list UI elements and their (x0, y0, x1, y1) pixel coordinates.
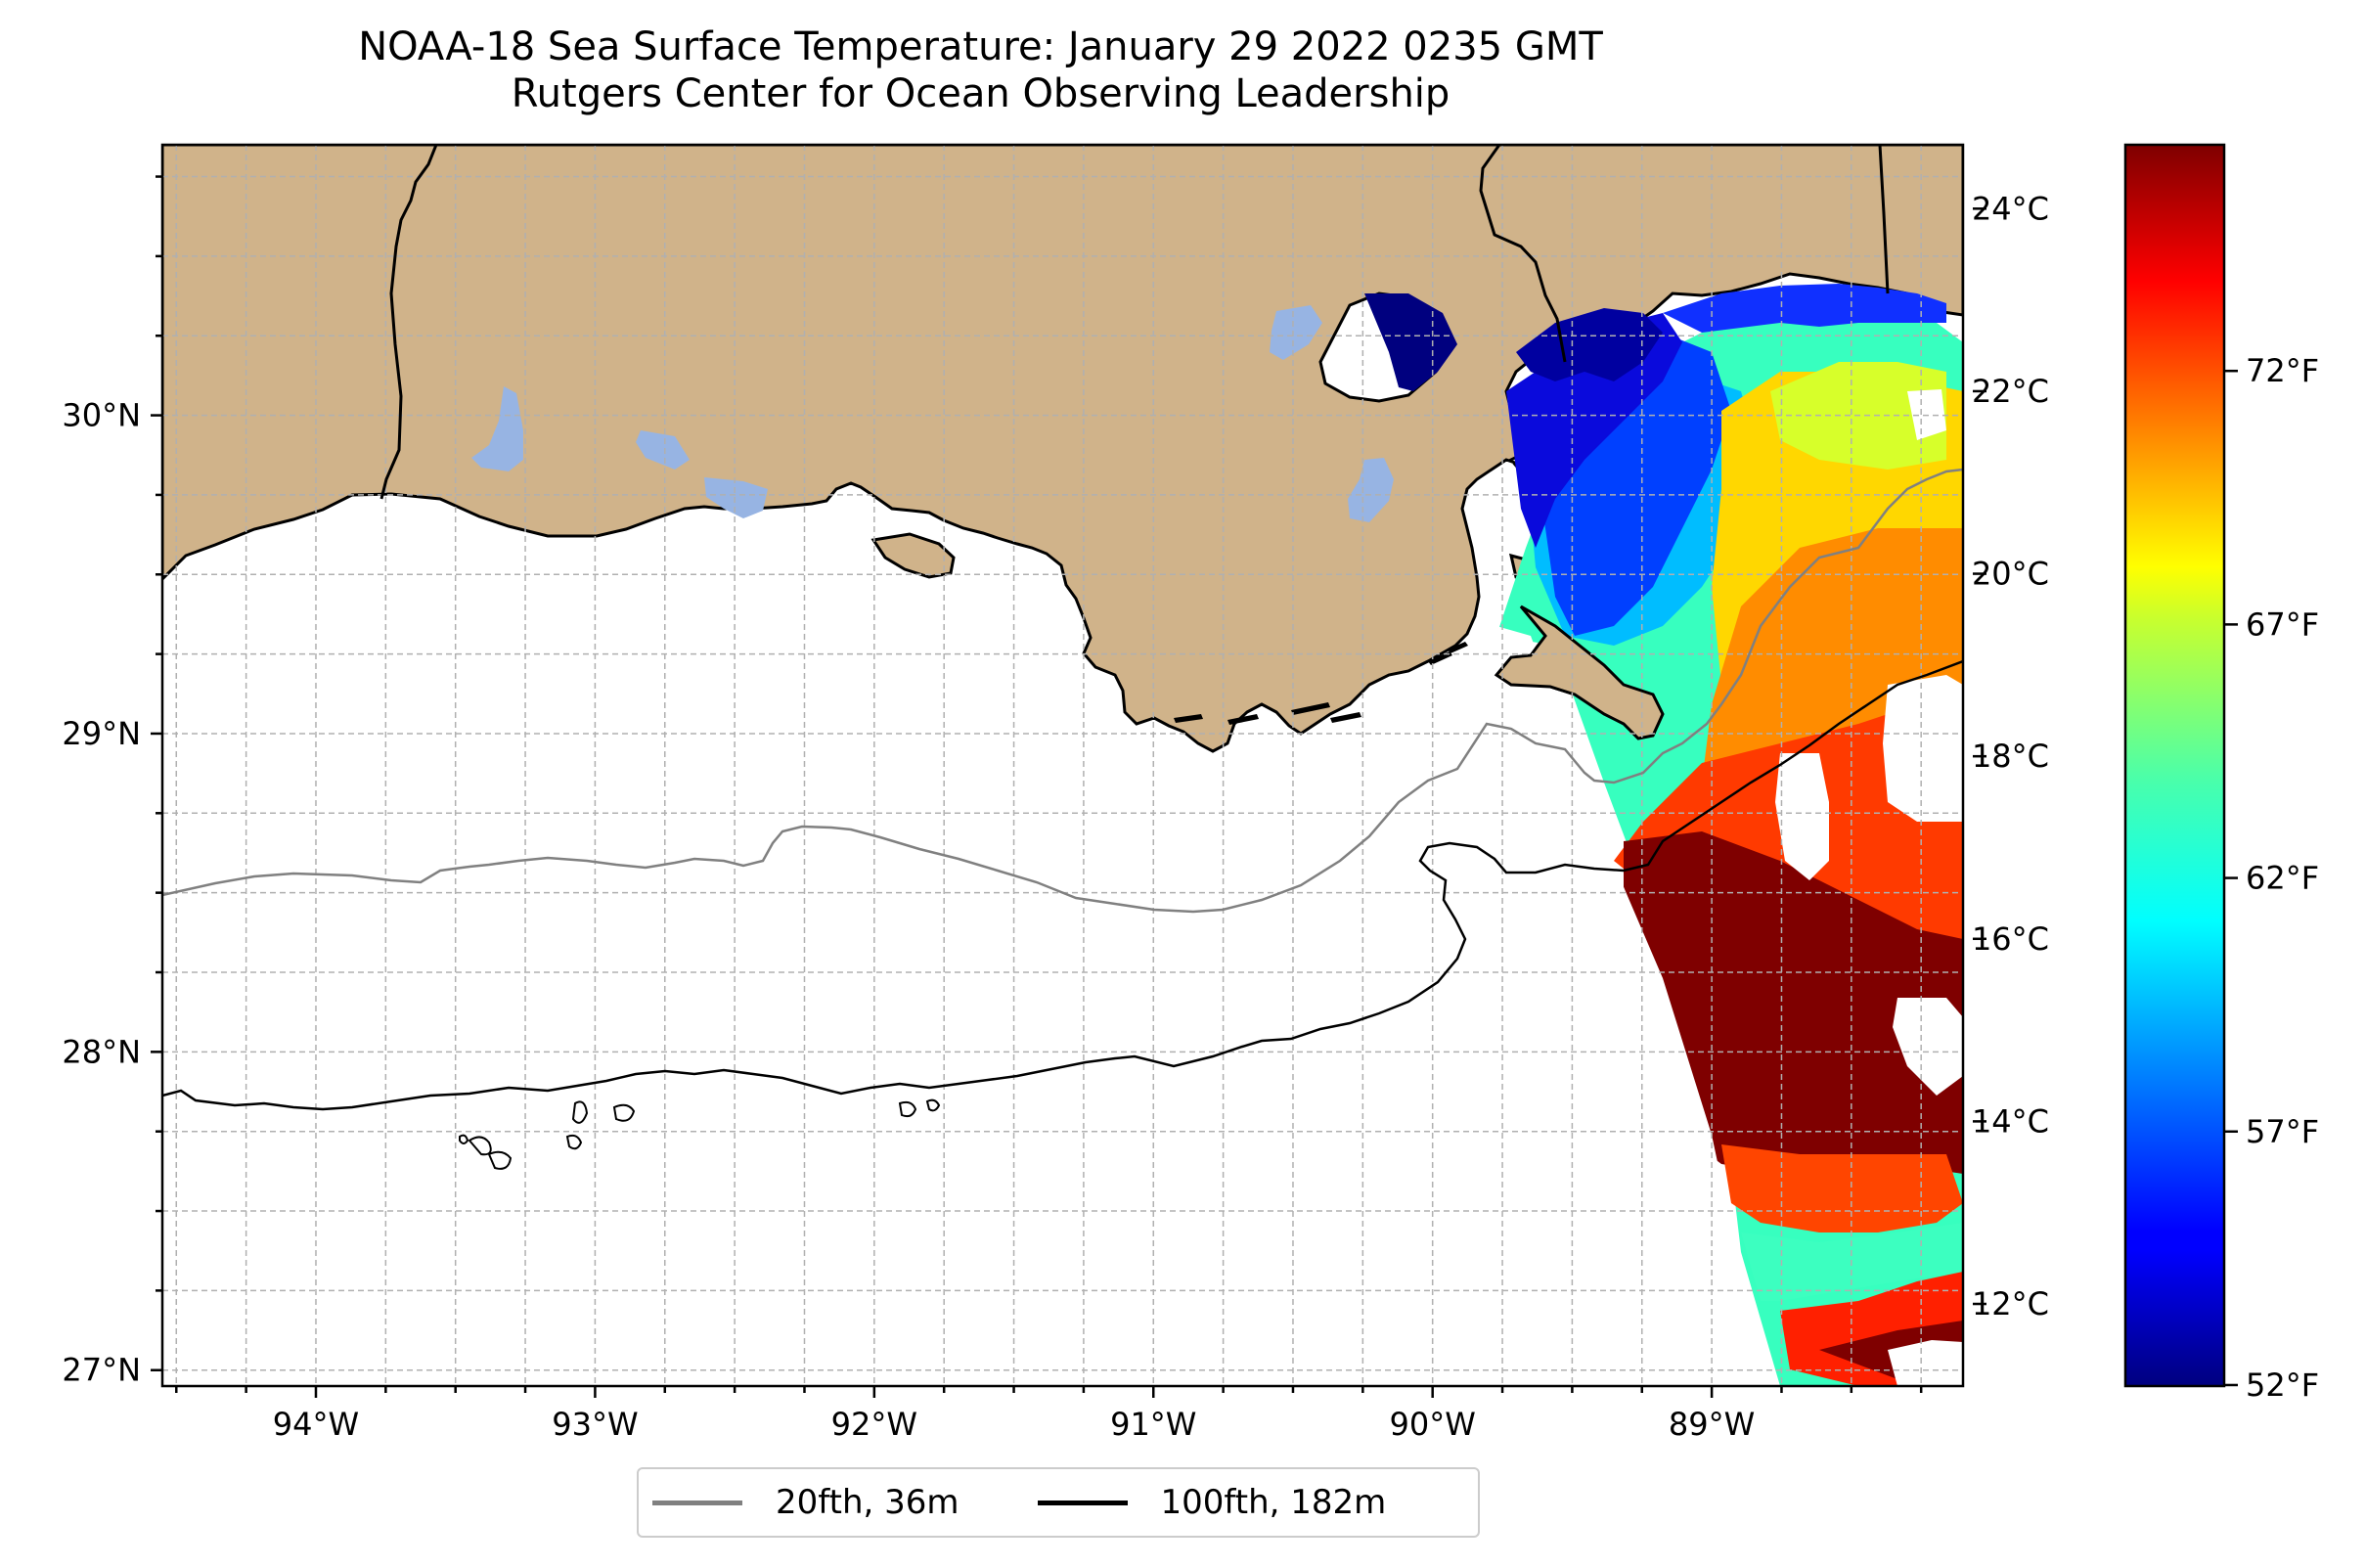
x-axis-labels: 94°W 93°W 92°W 91°W 90°W 89°W (273, 1406, 1755, 1443)
legend-line-100fth (1037, 1500, 1128, 1505)
lat-tick-label: 29°N (62, 715, 141, 752)
lat-tick-label: 28°N (62, 1033, 141, 1070)
fahrenheit-tick-label: 52°F (2246, 1366, 2319, 1404)
delta-land (1494, 605, 1665, 740)
calcasieu-lake (471, 386, 523, 471)
celsius-tick-label: 14°C (1972, 1102, 2049, 1140)
contour-20fth (162, 468, 1963, 914)
legend-label-100fth: 100fth, 182m (1160, 1483, 1387, 1522)
celsius-tick-label: 24°C (1972, 190, 2049, 227)
island (870, 532, 956, 579)
shoal (1428, 651, 1452, 665)
fahrenheit-labels: 72°F 67°F 62°F 57°F 52°F (2246, 352, 2319, 1404)
fahrenheit-ticks (2224, 369, 2238, 1387)
grand-lake (636, 430, 690, 470)
y-axis-labels: 27°N 28°N 29°N 30°N (62, 397, 141, 1389)
state-boundary (379, 145, 438, 500)
lon-tick-label: 94°W (273, 1406, 359, 1443)
shoal (1174, 714, 1203, 723)
celsius-tick-label: 12°C (1972, 1285, 2049, 1322)
lon-tick-label: 93°W (552, 1406, 638, 1443)
lake-maurepas (1270, 305, 1322, 360)
legend: 20fth, 36m 100fth, 182m (637, 1467, 1480, 1538)
contour-features (459, 1098, 941, 1170)
fahrenheit-tick-label: 62°F (2246, 860, 2319, 897)
lon-tick-label: 92°W (831, 1406, 917, 1443)
lon-tick-label: 91°W (1110, 1406, 1196, 1443)
white-lake (704, 477, 768, 518)
celsius-tick-label: 18°C (1972, 738, 2049, 775)
shoal (1448, 642, 1468, 653)
grand-lake-east (1348, 458, 1394, 522)
lon-tick-label: 89°W (1669, 1406, 1755, 1443)
lat-tick-label: 30°N (62, 397, 141, 434)
shoal (1291, 702, 1330, 715)
celsius-tick-label: 22°C (1972, 373, 2049, 410)
sst-swath (1364, 284, 1963, 1386)
title-line-1: NOAA-18 Sea Surface Temperature: January… (358, 24, 1603, 69)
shoal (1330, 712, 1361, 723)
colorbar (2125, 145, 2224, 1386)
celsius-axis: 24°C 22°C 20°C 18°C 16°C 14°C 12°C (1972, 190, 2049, 1322)
celsius-tick-label: 20°C (1972, 556, 2049, 593)
title-line-2: Rutgers Center for Ocean Observing Leade… (511, 71, 1450, 116)
colorbar-frame (2123, 143, 2226, 1388)
fahrenheit-tick-label: 67°F (2246, 605, 2319, 643)
fahrenheit-tick-label: 57°F (2246, 1113, 2319, 1150)
legend-line-20fth (652, 1500, 742, 1505)
state-boundary (1878, 145, 1890, 294)
legend-item-20fth: 20fth, 36m (652, 1483, 959, 1522)
x-axis-ticks (175, 1386, 1923, 1398)
state-boundary (1479, 145, 1567, 363)
map-frame (160, 143, 1965, 1388)
contour-100fth (162, 659, 1963, 1111)
graticule (162, 145, 1963, 1386)
celsius-tick-label: 16°C (1972, 920, 2049, 958)
shoal (1227, 714, 1259, 725)
legend-item-100fth: 100fth, 182m (1037, 1483, 1387, 1522)
legend-label-20fth: 20fth, 36m (776, 1483, 959, 1522)
figure-title: NOAA-18 Sea Surface Temperature: January… (156, 23, 1805, 117)
lon-tick-label: 90°W (1390, 1406, 1476, 1443)
lat-tick-label: 27°N (62, 1352, 141, 1389)
fahrenheit-tick-label: 72°F (2246, 352, 2319, 389)
y-axis-ticks (151, 175, 162, 1371)
